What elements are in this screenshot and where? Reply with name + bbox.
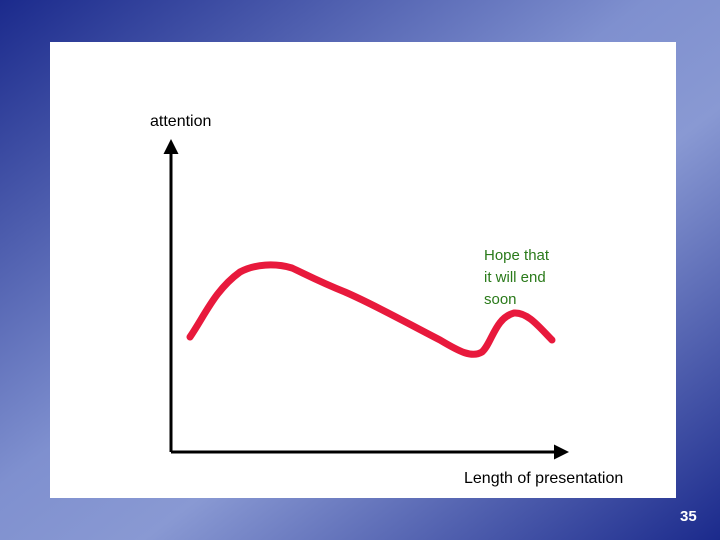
slide-number: 35: [680, 508, 697, 525]
y-axis-label: attention: [150, 113, 211, 130]
content-panel: [50, 42, 676, 498]
x-axis-label: Length of presentation: [464, 470, 623, 487]
attention-curve: [186, 261, 556, 358]
annotation-line: it will end: [484, 269, 546, 286]
annotation-line: Hope that: [484, 247, 550, 264]
annotation-line: soon: [484, 291, 517, 308]
